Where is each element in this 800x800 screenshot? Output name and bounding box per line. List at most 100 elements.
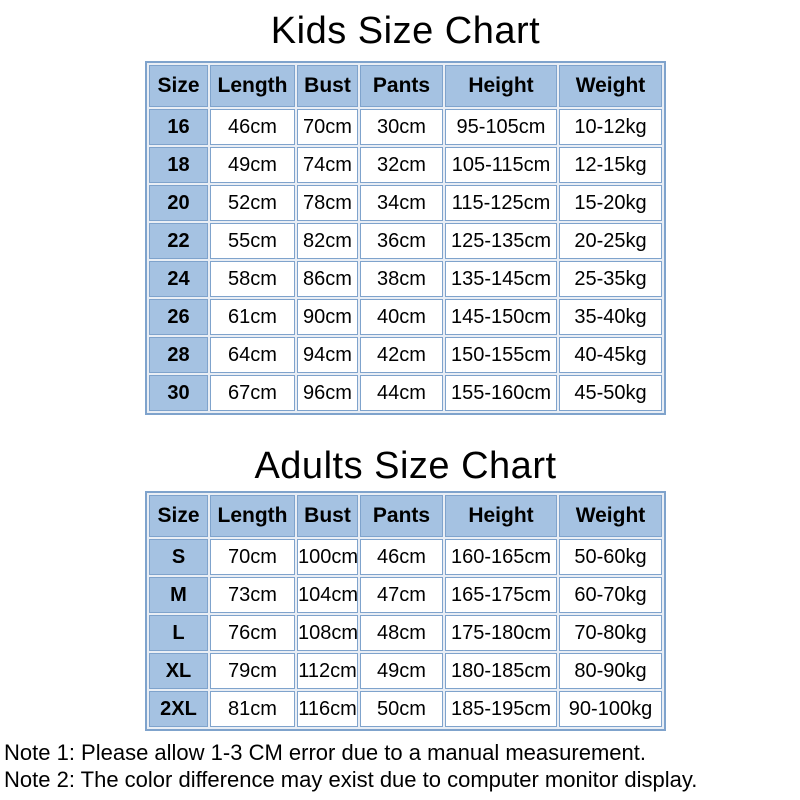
table-row: 2XL 81cm 116cm 50cm 185-195cm 90-100kg — [149, 691, 662, 727]
column-header-length: Length — [210, 65, 295, 107]
note-color-difference: Note 2: The color difference may exist d… — [4, 767, 698, 792]
table-row: 16 46cm 70cm 30cm 95-105cm 10-12kg — [149, 109, 662, 145]
data-cell: 47cm — [360, 577, 443, 613]
data-cell: 81cm — [210, 691, 295, 727]
data-cell: 52cm — [210, 185, 295, 221]
column-header-height: Height — [445, 495, 557, 537]
data-cell: 45-50kg — [559, 375, 662, 411]
data-cell: 100cm — [297, 539, 358, 575]
data-cell: 76cm — [210, 615, 295, 651]
data-cell: 12-15kg — [559, 147, 662, 183]
data-cell: 38cm — [360, 261, 443, 297]
data-cell: 150-155cm — [445, 337, 557, 373]
data-cell: 58cm — [210, 261, 295, 297]
column-header-size: Size — [149, 495, 208, 537]
table-row: 24 58cm 86cm 38cm 135-145cm 25-35kg — [149, 261, 662, 297]
data-cell: 46cm — [210, 109, 295, 145]
data-cell: 15-20kg — [559, 185, 662, 221]
data-cell: 55cm — [210, 223, 295, 259]
data-cell: 42cm — [360, 337, 443, 373]
data-cell: 30cm — [360, 109, 443, 145]
column-header-height: Height — [445, 65, 557, 107]
size-cell: L — [149, 615, 208, 651]
notes: Note 1: Please allow 1-3 CM error due to… — [4, 739, 800, 793]
data-cell: 180-185cm — [445, 653, 557, 689]
data-cell: 32cm — [360, 147, 443, 183]
size-cell: 2XL — [149, 691, 208, 727]
table-row: 30 67cm 96cm 44cm 155-160cm 45-50kg — [149, 375, 662, 411]
data-cell: 82cm — [297, 223, 358, 259]
header-row: Size Length Bust Pants Height Weight — [149, 65, 662, 107]
column-header-pants: Pants — [360, 65, 443, 107]
data-cell: 79cm — [210, 653, 295, 689]
kids-size-table: Size Length Bust Pants Height Weight 16 46cm 70c… — [145, 61, 666, 415]
data-cell: 46cm — [360, 539, 443, 575]
data-cell: 34cm — [360, 185, 443, 221]
data-cell: 90cm — [297, 299, 358, 335]
data-cell: 25-35kg — [559, 261, 662, 297]
table-row: XL 79cm 112cm 49cm 180-185cm 80-90kg — [149, 653, 662, 689]
data-cell: 35-40kg — [559, 299, 662, 335]
data-cell: 60-70kg — [559, 577, 662, 613]
data-cell: 112cm — [297, 653, 358, 689]
adults-size-table: Size Length Bust Pants Height Weight S 70cm 100c… — [145, 491, 666, 731]
table-row: S 70cm 100cm 46cm 160-165cm 50-60kg — [149, 539, 662, 575]
data-cell: 70-80kg — [559, 615, 662, 651]
data-cell: 10-12kg — [559, 109, 662, 145]
column-header-bust: Bust — [297, 65, 358, 107]
size-cell: 24 — [149, 261, 208, 297]
table-row: L 76cm 108cm 48cm 175-180cm 70-80kg — [149, 615, 662, 651]
size-cell: 16 — [149, 109, 208, 145]
data-cell: 104cm — [297, 577, 358, 613]
column-header-pants: Pants — [360, 495, 443, 537]
column-header-length: Length — [210, 495, 295, 537]
kids-chart-title: Kids Size Chart — [270, 10, 541, 52]
data-cell: 160-165cm — [445, 539, 557, 575]
data-cell: 115-125cm — [445, 185, 557, 221]
data-cell: 40cm — [360, 299, 443, 335]
column-header-weight: Weight — [559, 65, 662, 107]
data-cell: 36cm — [360, 223, 443, 259]
data-cell: 70cm — [210, 539, 295, 575]
data-cell: 108cm — [297, 615, 358, 651]
data-cell: 64cm — [210, 337, 295, 373]
table-row: 26 61cm 90cm 40cm 145-150cm 35-40kg — [149, 299, 662, 335]
size-cell: 30 — [149, 375, 208, 411]
table-row: M 73cm 104cm 47cm 165-175cm 60-70kg — [149, 577, 662, 613]
size-cell: 18 — [149, 147, 208, 183]
table-row: 18 49cm 74cm 32cm 105-115cm 12-15kg — [149, 147, 662, 183]
data-cell: 49cm — [210, 147, 295, 183]
data-cell: 50-60kg — [559, 539, 662, 575]
data-cell: 74cm — [297, 147, 358, 183]
table-row: 20 52cm 78cm 34cm 115-125cm 15-20kg — [149, 185, 662, 221]
column-header-bust: Bust — [297, 495, 358, 537]
data-cell: 67cm — [210, 375, 295, 411]
data-cell: 165-175cm — [445, 577, 557, 613]
data-cell: 96cm — [297, 375, 358, 411]
size-cell: M — [149, 577, 208, 613]
data-cell: 61cm — [210, 299, 295, 335]
data-cell: 73cm — [210, 577, 295, 613]
size-cell: 28 — [149, 337, 208, 373]
data-cell: 185-195cm — [445, 691, 557, 727]
data-cell: 145-150cm — [445, 299, 557, 335]
data-cell: 78cm — [297, 185, 358, 221]
data-cell: 44cm — [360, 375, 443, 411]
charts-column: Kids Size Chart Size Length Bust Pants Heigh… — [145, 0, 666, 731]
data-cell: 155-160cm — [445, 375, 557, 411]
data-cell: 20-25kg — [559, 223, 662, 259]
size-cell: 22 — [149, 223, 208, 259]
table-row: 28 64cm 94cm 42cm 150-155cm 40-45kg — [149, 337, 662, 373]
column-header-size: Size — [149, 65, 208, 107]
data-cell: 86cm — [297, 261, 358, 297]
note-measurement-error: Note 1: Please allow 1-3 CM error due to… — [4, 740, 646, 765]
data-cell: 135-145cm — [445, 261, 557, 297]
data-cell: 90-100kg — [559, 691, 662, 727]
data-cell: 175-180cm — [445, 615, 557, 651]
data-cell: 116cm — [297, 691, 358, 727]
adults-chart-title: Adults Size Chart — [254, 445, 557, 487]
size-cell: S — [149, 539, 208, 575]
data-cell: 95-105cm — [445, 109, 557, 145]
data-cell: 94cm — [297, 337, 358, 373]
